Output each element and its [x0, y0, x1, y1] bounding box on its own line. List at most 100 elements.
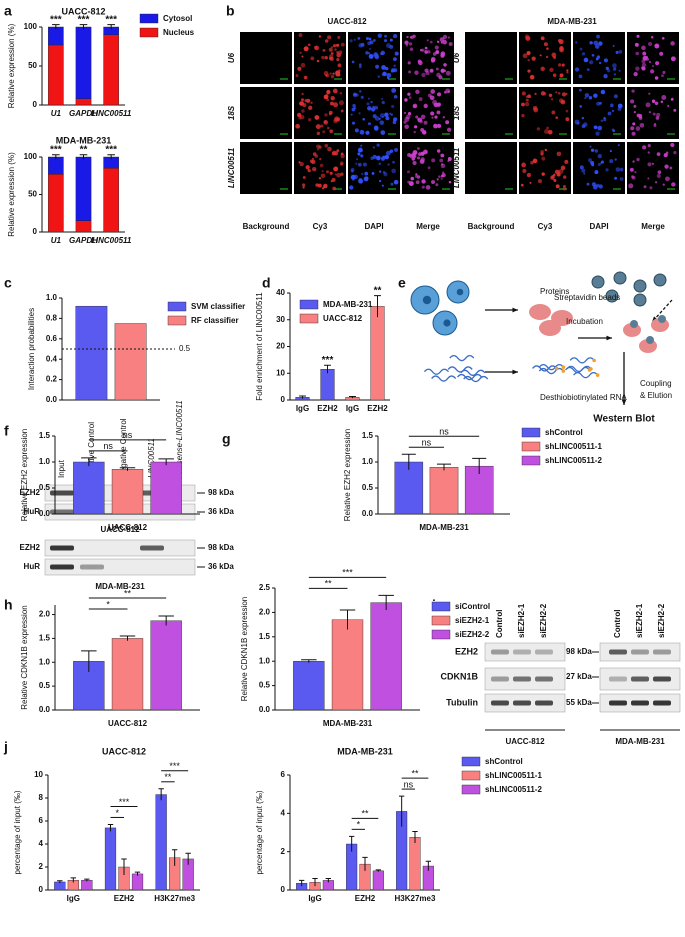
cell — [447, 36, 451, 39]
cell — [411, 157, 415, 161]
cell — [322, 187, 325, 190]
y-tick-label: 50 — [28, 61, 37, 70]
cell — [362, 117, 366, 121]
cell — [352, 178, 355, 181]
cell-line: MDA-MB-231 — [615, 737, 665, 746]
cell — [561, 92, 567, 97]
cell — [425, 185, 431, 190]
cell — [593, 40, 599, 46]
cell — [440, 41, 444, 44]
cell — [559, 46, 564, 51]
cell — [382, 170, 386, 174]
bar — [394, 461, 424, 515]
bar — [75, 98, 92, 106]
legend-swatch — [461, 770, 481, 781]
cell — [575, 41, 578, 44]
cell — [541, 172, 545, 176]
cell — [649, 69, 655, 74]
cell — [336, 58, 340, 62]
cell — [628, 183, 634, 189]
cell — [593, 93, 598, 98]
cell — [431, 116, 434, 119]
arrow-head — [512, 307, 518, 313]
y-tick-label: 1.5 — [39, 634, 51, 643]
cell — [551, 110, 556, 115]
cell — [318, 35, 322, 38]
marker-label: 55 kDa — [566, 698, 592, 707]
cell — [365, 130, 370, 135]
cell — [429, 40, 433, 44]
biotin — [587, 368, 592, 372]
cell — [670, 41, 675, 46]
cell — [548, 93, 553, 98]
cell — [578, 74, 583, 79]
cell — [530, 160, 534, 165]
rna — [573, 371, 599, 379]
panel-label: e — [398, 275, 406, 291]
cell — [425, 71, 430, 76]
cell — [367, 106, 372, 111]
significance: ns — [422, 438, 432, 448]
cell — [381, 65, 386, 70]
cell — [440, 68, 445, 73]
legend-label: MDA-MB-231 — [323, 300, 373, 309]
significance: *** — [105, 14, 117, 25]
cell — [324, 143, 329, 148]
cell — [386, 76, 390, 80]
significance: *** — [50, 144, 62, 155]
error-bar — [119, 467, 136, 471]
error-bar — [158, 788, 164, 801]
micro-title: MDA-MB-231 — [547, 17, 597, 26]
y-axis-label: percentage of input (‰) — [13, 790, 22, 874]
cell — [299, 51, 302, 55]
cell — [365, 51, 369, 55]
cell — [387, 163, 390, 166]
y-tick-label: 100 — [24, 152, 38, 161]
band — [535, 676, 553, 682]
legend-swatch — [431, 615, 451, 626]
cell — [619, 167, 624, 172]
cell — [379, 120, 385, 125]
cell — [412, 150, 418, 155]
cell — [594, 170, 599, 175]
cell — [326, 93, 329, 96]
bar — [370, 306, 385, 401]
x-tick-label: EZH2 — [317, 404, 338, 413]
cell — [390, 182, 394, 186]
error-bar — [374, 295, 381, 318]
cell — [448, 180, 452, 184]
cell — [550, 98, 554, 101]
arrow-head — [606, 335, 612, 341]
bead — [591, 275, 605, 289]
cell — [330, 95, 335, 101]
cell — [407, 92, 411, 96]
error-bar — [52, 154, 60, 160]
cell — [533, 107, 539, 113]
lane-label: Negative Control — [119, 418, 128, 478]
biotin — [592, 358, 596, 363]
cell — [589, 145, 592, 148]
cell — [340, 172, 344, 176]
cell — [385, 116, 390, 121]
cell — [421, 179, 426, 184]
cell — [373, 39, 376, 42]
x-axis-label: MDA-MB-231 — [419, 523, 469, 532]
cell — [630, 126, 635, 131]
cell — [303, 75, 308, 80]
cell — [363, 176, 369, 182]
cell — [305, 165, 310, 170]
cell — [443, 90, 447, 94]
cell — [555, 184, 560, 189]
cell — [408, 181, 414, 187]
legend-label: shControl — [545, 428, 583, 437]
error-bar — [301, 659, 317, 663]
bar — [320, 369, 335, 401]
cell — [549, 67, 554, 73]
cell — [376, 143, 380, 147]
cell — [330, 46, 334, 49]
cell — [584, 97, 587, 100]
cell — [321, 55, 325, 60]
panel-label: f — [4, 423, 9, 439]
cell — [407, 111, 412, 116]
legend-label: siControl — [455, 602, 490, 611]
